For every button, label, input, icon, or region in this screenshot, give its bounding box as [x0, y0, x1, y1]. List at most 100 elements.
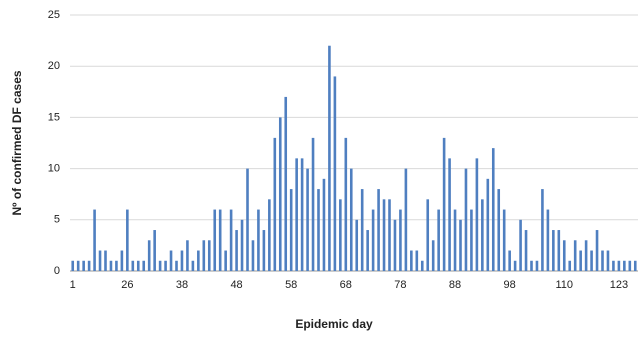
x-tick-label: 48 [230, 279, 242, 291]
bar [76, 260, 80, 271]
bar [202, 240, 206, 271]
bar [491, 148, 495, 271]
bar [278, 117, 282, 272]
bar [344, 137, 348, 271]
bar [606, 250, 610, 271]
bar [399, 209, 402, 271]
bar [262, 230, 266, 271]
bar [147, 240, 151, 271]
bar [295, 158, 298, 271]
bar [481, 199, 484, 271]
bar [475, 158, 479, 271]
bar [224, 250, 227, 271]
bar [115, 260, 118, 271]
bar [333, 76, 337, 271]
bar [218, 209, 222, 271]
bar [415, 250, 419, 271]
y-tick-label: 5 [54, 214, 60, 226]
bar [497, 189, 501, 271]
bar [377, 189, 380, 271]
y-tick-label: 15 [48, 111, 60, 123]
bar [453, 209, 457, 271]
bar [180, 250, 184, 271]
bar [612, 260, 615, 271]
bar [98, 250, 102, 271]
bar [633, 260, 637, 271]
bar [617, 260, 621, 271]
bar [584, 240, 588, 271]
bar [300, 158, 304, 271]
bar [322, 178, 326, 271]
x-axis-title: Epidemic day [295, 317, 373, 331]
bar [164, 260, 167, 271]
x-tick-label: 123 [610, 279, 628, 291]
y-axis-title: Nº of confirmed DF cases [10, 70, 24, 215]
bar [328, 45, 331, 271]
bar [557, 230, 561, 271]
bar [393, 219, 397, 271]
bar [628, 260, 632, 271]
bar [388, 199, 391, 271]
bar [562, 240, 566, 271]
bar [104, 250, 107, 271]
bar [175, 260, 178, 271]
bar [502, 209, 506, 271]
bar [431, 240, 435, 271]
bar [573, 240, 577, 271]
bar [153, 230, 156, 271]
bar [590, 250, 593, 271]
bar [251, 240, 255, 271]
bar [513, 260, 517, 271]
x-tick-label: 26 [121, 279, 133, 291]
bar [131, 260, 135, 271]
bar [568, 260, 572, 271]
bar [311, 137, 315, 271]
bar [552, 230, 555, 271]
bar [246, 168, 249, 271]
x-tick-label: 98 [504, 279, 516, 291]
x-tick-label: 110 [555, 279, 573, 291]
bar [382, 199, 386, 271]
bar [306, 168, 309, 271]
bar [519, 219, 522, 271]
bar [169, 250, 173, 271]
y-tick-label: 0 [54, 265, 60, 277]
bar [426, 199, 430, 271]
bar [442, 137, 446, 271]
x-tick-label: 1 [70, 279, 76, 291]
bar [371, 209, 375, 271]
bar [404, 168, 408, 271]
bar [464, 168, 468, 271]
bar [486, 178, 490, 271]
x-tick-label: 58 [285, 279, 297, 291]
bar [284, 96, 288, 271]
bar [437, 209, 440, 271]
bar [229, 209, 233, 271]
bar [93, 209, 96, 271]
bar [268, 199, 271, 271]
bar [71, 260, 75, 271]
bar [459, 219, 462, 271]
x-tick-label: 88 [449, 279, 461, 291]
bar [207, 240, 211, 271]
y-tick-label: 25 [48, 9, 60, 21]
bar [142, 260, 146, 271]
bar [191, 260, 195, 271]
bar [579, 250, 582, 271]
bar [186, 240, 189, 271]
bar [355, 219, 359, 271]
bar [360, 189, 364, 271]
bar [158, 260, 162, 271]
x-tick-label: 38 [176, 279, 188, 291]
bar [448, 158, 451, 271]
bar [126, 209, 129, 271]
bar [541, 189, 544, 271]
bar [87, 260, 91, 271]
bar [410, 250, 413, 271]
bar [530, 260, 533, 271]
bar [82, 260, 85, 271]
bar [546, 209, 550, 271]
bar [524, 230, 528, 271]
bar [213, 209, 217, 271]
